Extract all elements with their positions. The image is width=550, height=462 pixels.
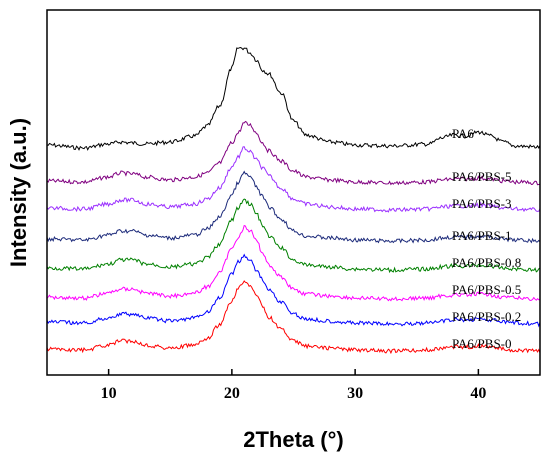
series-label: PA6/PBS-0.5	[452, 282, 521, 297]
x-tick-label: 10	[101, 385, 117, 402]
x-tick-label: 30	[347, 385, 363, 402]
series-line-pa6-pbs-0-8	[46, 198, 541, 274]
x-tick-label: 40	[470, 385, 486, 402]
series-line-pa6-pbs-3	[46, 146, 541, 213]
series-line-pa6-pbs-0-2	[46, 253, 541, 328]
series-layer	[46, 46, 541, 355]
series-line-pa6-pbs-1	[46, 170, 541, 244]
x-tick-label: 20	[224, 385, 240, 402]
plot-frame	[46, 9, 541, 376]
series-label: PA6/PBS-0.8	[452, 255, 521, 270]
y-axis-title: Intensity (a.u.)	[6, 118, 31, 267]
series-line-pa6-pbs-0-5	[46, 224, 541, 302]
series-label: PA6/PBS-0	[452, 336, 512, 351]
series-label: PA6/PBS-5	[452, 169, 512, 184]
series-line-pa6-pbs-5	[46, 120, 541, 186]
series-label: PA6	[452, 126, 474, 141]
series-label: PA6/PBS-1	[452, 228, 512, 243]
x-axis-title: 2Theta (°)	[243, 427, 343, 452]
series-line-pa6	[46, 46, 541, 151]
series-label: PA6/PBS-0.2	[452, 309, 521, 324]
series-line-pa6-pbs-0	[46, 280, 541, 355]
series-labels: PA6 PA6/PBS-5 PA6/PBS-3 PA6/PBS-1 PA6/PBS-0.…	[452, 126, 521, 351]
series-label: PA6/PBS-3	[452, 196, 512, 211]
x-axis-ticks: 10 20 30 40	[101, 369, 486, 402]
